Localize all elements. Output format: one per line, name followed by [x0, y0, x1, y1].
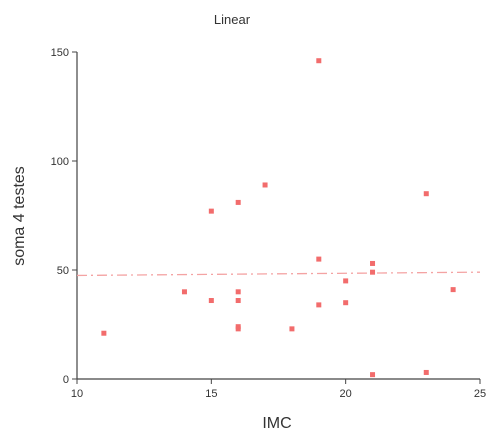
x-tick-label: 10: [71, 388, 83, 400]
x-axis-title: IMC: [262, 415, 291, 432]
points-layer: [101, 58, 456, 378]
data-point: [235, 199, 241, 205]
chart-title: Linear: [214, 12, 251, 27]
y-tick-label: 150: [51, 47, 69, 59]
y-tick-label: 50: [57, 265, 69, 277]
data-point: [450, 287, 456, 293]
data-point: [289, 326, 295, 332]
x-tick-label: 15: [205, 388, 217, 400]
y-tick-label: 0: [63, 374, 69, 386]
data-point: [316, 302, 322, 308]
x-tick-label: 20: [340, 388, 352, 400]
data-point: [343, 300, 349, 306]
data-point: [316, 58, 322, 64]
data-point: [370, 372, 376, 378]
data-point: [423, 191, 429, 197]
data-point: [235, 326, 241, 332]
data-point: [101, 330, 107, 336]
y-axis-title: soma 4 testes: [11, 166, 28, 266]
y-tick-label: 100: [51, 156, 69, 168]
data-point: [370, 260, 376, 266]
data-point: [316, 256, 322, 262]
data-point: [235, 298, 241, 304]
data-point: [208, 298, 214, 304]
data-point: [181, 289, 187, 295]
data-point: [262, 182, 268, 188]
data-point: [343, 278, 349, 284]
fit-line: [76, 271, 481, 277]
data-point: [423, 369, 429, 375]
x-tick-label: 25: [474, 388, 486, 400]
data-point: [235, 289, 241, 295]
axes: 0 50 100 150 10 15 20 25: [51, 47, 486, 400]
data-point: [208, 208, 214, 214]
fit-line-layer: [76, 271, 481, 277]
data-point: [370, 269, 376, 275]
